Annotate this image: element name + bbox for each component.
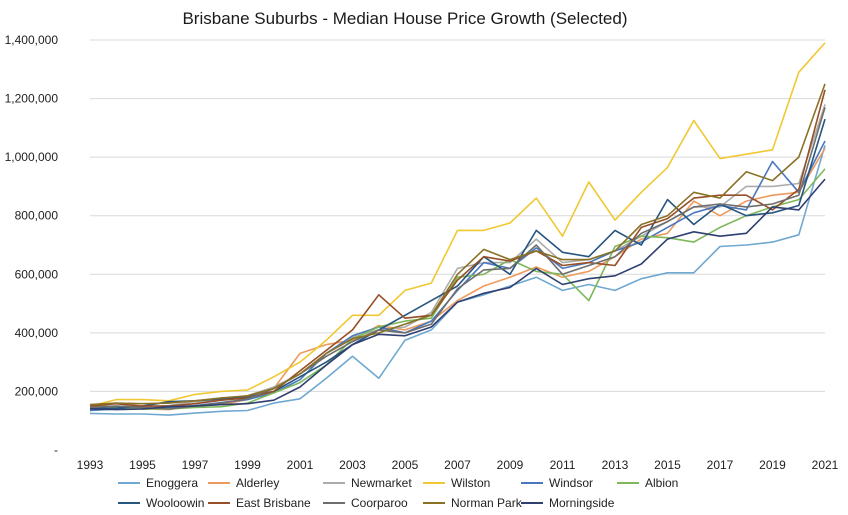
y-tick-label: 1,400,000 bbox=[5, 33, 59, 47]
legend-label-norman-park: Norman Park bbox=[451, 496, 523, 510]
legend-label-albion: Albion bbox=[645, 476, 678, 490]
series-line-morningside bbox=[89, 178, 826, 411]
x-tick-label: 1999 bbox=[234, 458, 261, 472]
series-line-norman-park bbox=[89, 83, 826, 406]
y-tick-label: 600,000 bbox=[15, 267, 59, 281]
x-tick-label: 2021 bbox=[812, 458, 839, 472]
x-tick-label: 2011 bbox=[550, 458, 576, 472]
x-tick-label: 2015 bbox=[654, 458, 681, 472]
legend-label-windsor: Windsor bbox=[549, 476, 593, 490]
x-tick-label: 1993 bbox=[77, 458, 104, 472]
legend-label-enoggera: Enoggera bbox=[146, 476, 198, 490]
legend: Enoggera Alderley Newmarket Wilston Windsor A… bbox=[118, 476, 678, 510]
x-tick-label: 2013 bbox=[602, 458, 629, 472]
legend-label-morningside: Morningside bbox=[549, 496, 615, 510]
legend-label-alderley: Alderley bbox=[236, 476, 279, 490]
legend-label-east-brisbane: East Brisbane bbox=[236, 496, 311, 510]
series-line-newmarket bbox=[89, 104, 826, 408]
series-line-wooloowin bbox=[89, 118, 826, 410]
x-tick-label: 1995 bbox=[129, 458, 156, 472]
series-line-albion bbox=[89, 168, 826, 410]
series-line-alderley bbox=[89, 147, 826, 411]
legend-label-wilston: Wilston bbox=[451, 476, 490, 490]
y-tick-label: - bbox=[54, 443, 58, 457]
chart-title: Brisbane Suburbs - Median House Price Gr… bbox=[182, 9, 627, 28]
series-lines bbox=[89, 42, 826, 416]
y-tick-label: 1,000,000 bbox=[5, 150, 59, 164]
y-axis-ticks: - 200,000 400,000 600,000 800,000 1,000,000 1,… bbox=[5, 33, 59, 457]
y-tick-label: 800,000 bbox=[15, 209, 59, 223]
x-tick-label: 2001 bbox=[287, 458, 314, 472]
legend-label-newmarket: Newmarket bbox=[351, 476, 412, 490]
series-line-wilston bbox=[89, 42, 826, 407]
x-tick-label: 2009 bbox=[497, 458, 524, 472]
x-tick-label: 2003 bbox=[339, 458, 366, 472]
series-line-coorparoo bbox=[89, 107, 826, 410]
x-tick-label: 2007 bbox=[444, 458, 471, 472]
grid-lines bbox=[90, 39, 825, 392]
legend-label-wooloowin: Wooloowin bbox=[146, 496, 204, 510]
x-tick-label: 1997 bbox=[182, 458, 209, 472]
x-tick-label: 2017 bbox=[707, 458, 734, 472]
x-tick-label: 2005 bbox=[392, 458, 419, 472]
y-tick-label: 1,200,000 bbox=[5, 92, 59, 106]
y-tick-label: 200,000 bbox=[15, 384, 59, 398]
y-tick-label: 400,000 bbox=[15, 326, 59, 340]
series-line-east-brisbane bbox=[89, 89, 826, 407]
x-tick-label: 2019 bbox=[759, 458, 786, 472]
legend-label-coorparoo: Coorparoo bbox=[351, 496, 408, 510]
x-axis-ticks: 1993 1995 1997 1999 2001 2003 2005 2007 2009 2011… bbox=[77, 458, 839, 472]
